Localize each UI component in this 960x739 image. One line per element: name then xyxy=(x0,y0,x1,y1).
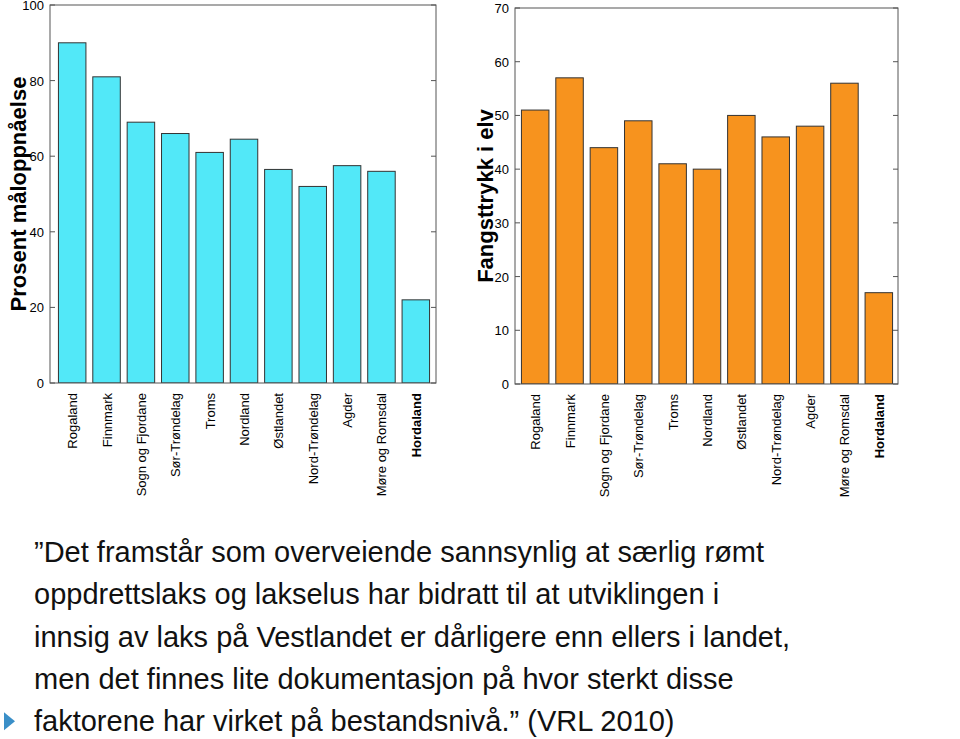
y-tick-label: 0 xyxy=(502,377,509,392)
bar xyxy=(625,121,652,384)
y-tick-label: 70 xyxy=(495,1,509,16)
bar xyxy=(659,164,686,384)
bar xyxy=(521,110,548,384)
bar xyxy=(402,300,429,383)
y-tick xyxy=(893,276,898,277)
x-tick-label: Østlandet xyxy=(734,394,749,450)
y-tick xyxy=(893,8,898,9)
chart: 0 20 40 60 80 100 Rogaland Finnmark Sogn og Fjor… xyxy=(6,0,436,496)
bar xyxy=(590,148,617,384)
x-tick-label: Hordaland xyxy=(409,393,424,457)
plot-frame xyxy=(50,5,436,383)
bar xyxy=(58,43,85,383)
y-tick xyxy=(50,156,55,157)
y-tick xyxy=(893,61,898,62)
y-tick-label: 10 xyxy=(495,323,509,338)
x-tick-label: Hordaland xyxy=(872,394,887,458)
bar xyxy=(728,115,755,384)
y-tick-label: 0 xyxy=(37,376,44,391)
quote: ”Det framstår som overveiende sannsynlig… xyxy=(4,536,790,737)
bar xyxy=(762,137,789,384)
y-tick xyxy=(515,330,520,331)
bar xyxy=(230,139,257,383)
y-tick-label: 60 xyxy=(30,149,44,164)
page: 020406080100RogalandFinnmarkSogn og Fjor… xyxy=(0,0,960,739)
bar xyxy=(865,293,892,384)
x-tick-label: Troms xyxy=(666,394,681,431)
y-tick xyxy=(50,5,55,6)
y-tick xyxy=(893,169,898,170)
y-tick xyxy=(893,115,898,116)
plot-frame xyxy=(515,8,898,384)
y-tick xyxy=(515,222,520,223)
x-tick-label: Sogn og Fjordane xyxy=(597,394,612,497)
quote-line: men det finnes lite dokumentasjon på hvo… xyxy=(34,663,734,695)
bars xyxy=(521,78,892,384)
bar xyxy=(265,169,292,383)
y-tick xyxy=(515,115,520,116)
x-tick-label: Troms xyxy=(203,393,218,430)
quote-line: innsig av laks på Vestlandet er dårliger… xyxy=(34,621,790,653)
quote-line: oppdrettslaks og lakselus har bidratt ti… xyxy=(34,578,719,610)
bar xyxy=(333,166,360,383)
y-tick xyxy=(431,231,436,232)
y-tick-label: 60 xyxy=(495,55,509,70)
y-tick xyxy=(431,80,436,81)
x-tick-label: Agder xyxy=(803,393,818,428)
bar xyxy=(196,152,223,383)
x-tick-label: Nord-Trøndelag xyxy=(769,394,784,485)
y-tick xyxy=(431,307,436,308)
y-tick xyxy=(515,61,520,62)
x-tick-label: Møre og Romsdal xyxy=(837,394,852,497)
x-tick-label: Sogn og Fjordane xyxy=(134,393,149,496)
y-tick-label: 40 xyxy=(30,225,44,240)
y-tick xyxy=(431,383,436,384)
bar xyxy=(93,77,120,383)
y-tick xyxy=(50,231,55,232)
y-tick xyxy=(50,80,55,81)
x-tick-label: Nordland xyxy=(700,394,715,447)
y-tick xyxy=(893,222,898,223)
quote-line: ”Det framstår som overveiende sannsynlig… xyxy=(34,536,764,568)
x-tick-label: Møre og Romsdal xyxy=(374,393,389,496)
bar xyxy=(831,83,858,384)
bar xyxy=(693,169,720,384)
y-tick xyxy=(431,5,436,6)
chart: 010203040506070RogalandFinnmarkSogn og F… xyxy=(473,1,898,497)
y-tick-label: 80 xyxy=(30,74,44,89)
x-tick-label: Rogaland xyxy=(65,393,80,449)
x-tick-label: Finnmark xyxy=(563,394,578,449)
bar xyxy=(556,78,583,384)
y-tick xyxy=(50,383,55,384)
x-tick-label: Nord-Trøndelag xyxy=(306,393,321,484)
bar xyxy=(368,171,395,383)
y-tick xyxy=(893,330,898,331)
bar xyxy=(127,122,154,383)
x-tick-label: Rogaland xyxy=(528,394,543,450)
x-tick-label: Østlandet xyxy=(271,393,286,449)
y-tick xyxy=(50,307,55,308)
y-tick xyxy=(515,276,520,277)
y-tick xyxy=(515,169,520,170)
x-tick-label: Sør-Trøndelag xyxy=(631,394,646,478)
bar xyxy=(796,126,823,384)
y-axis-title: Fangsttrykk i elv xyxy=(473,108,498,282)
bar xyxy=(162,134,189,383)
y-tick xyxy=(431,156,436,157)
bars xyxy=(58,43,429,383)
x-tick-label: Finnmark xyxy=(100,393,115,448)
bullet xyxy=(4,712,15,730)
x-tick-label: Sør-Trøndelag xyxy=(168,393,183,477)
y-tick-label: 20 xyxy=(30,300,44,315)
y-axis-title: Prosent måloppnåelse xyxy=(6,77,31,312)
y-tick xyxy=(515,384,520,385)
x-tick-label: Agder xyxy=(340,392,355,427)
y-tick-label: 100 xyxy=(22,0,44,13)
x-tick-label: Nordland xyxy=(237,393,252,446)
y-tick xyxy=(515,8,520,9)
quote-line: faktorene har virket på bestandsnivå.” (… xyxy=(34,705,675,737)
bar xyxy=(299,186,326,383)
y-tick xyxy=(893,384,898,385)
